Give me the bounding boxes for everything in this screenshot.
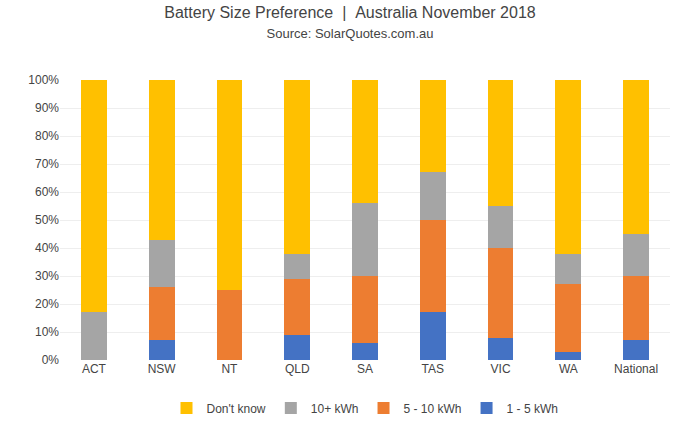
svg-text:Battery Size Preference | Au: Battery Size Preference | Australia Nove… [164, 4, 536, 42]
svg-text:VIC: VIC [491, 362, 511, 376]
svg-text:WA: WA [559, 362, 578, 376]
svg-text:60%: 60% [35, 185, 59, 199]
svg-text:Don't know: Don't know [207, 402, 266, 416]
svg-text:20%: 20% [35, 297, 59, 311]
svg-text:10+ kWh: 10+ kWh [311, 402, 359, 416]
svg-text:1 - 5 kWh: 1 - 5 kWh [507, 402, 558, 416]
svg-text:10%: 10% [35, 325, 59, 339]
svg-text:QLD: QLD [285, 362, 310, 376]
svg-text:National: National [614, 362, 658, 376]
svg-text:30%: 30% [35, 269, 59, 283]
svg-text:NT: NT [221, 362, 238, 376]
svg-text:40%: 40% [35, 241, 59, 255]
svg-text:80%: 80% [35, 129, 59, 143]
svg-text:90%: 90% [35, 101, 59, 115]
svg-text:TAS: TAS [422, 362, 444, 376]
svg-text:5 - 10 kWh: 5 - 10 kWh [404, 402, 462, 416]
svg-text:ACT: ACT [82, 362, 107, 376]
svg-text:100%: 100% [28, 73, 59, 87]
svg-text:SA: SA [357, 362, 373, 376]
svg-text:0%: 0% [42, 353, 60, 367]
svg-text:70%: 70% [35, 157, 59, 171]
svg-text:50%: 50% [35, 213, 59, 227]
svg-text:NSW: NSW [148, 362, 177, 376]
